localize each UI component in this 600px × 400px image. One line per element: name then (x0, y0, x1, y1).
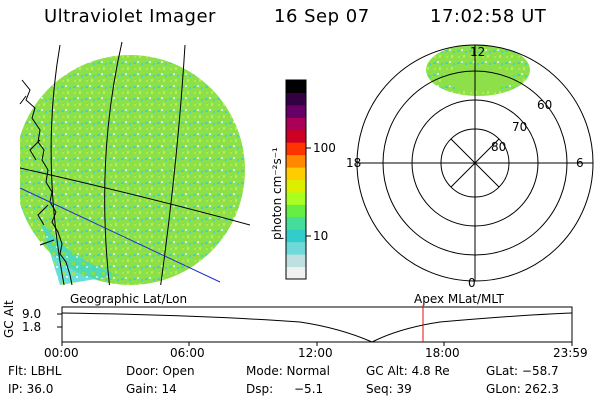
colorbar-cell (286, 204, 306, 218)
colorbar-cell (286, 80, 306, 93)
blue-track-line (19, 187, 221, 283)
polar-plot (356, 44, 594, 282)
colorbar-tick-100: 100 (313, 141, 336, 155)
colorbar-cell (286, 241, 306, 255)
colorbar (285, 79, 311, 280)
time-tick-0000: 00:00 (44, 346, 79, 360)
colorbar-cell (286, 154, 306, 168)
geographic-label: Geographic Lat/Lon (70, 292, 188, 306)
geographic-grid (20, 41, 250, 285)
colorbar-cell (286, 129, 306, 143)
colorbar-cell (286, 167, 306, 180)
info-gc-alt: GC Alt: 4.8 Re (366, 364, 450, 378)
info-filter: Flt: LBHL (8, 364, 62, 378)
colorbar-cell (286, 104, 306, 118)
time-tick-0600: 06:00 (170, 346, 205, 360)
colorbar-cell (286, 266, 306, 280)
time-tick-1200: 12:00 (298, 346, 333, 360)
polar-label-18: 18 (346, 156, 362, 170)
colorbar-cell (286, 216, 306, 230)
polar-label-60: 60 (537, 98, 553, 112)
polar-label-12: 12 (470, 45, 486, 59)
colorbar-cell (286, 179, 306, 193)
polar-label-0: 0 (468, 276, 476, 290)
altitude-plot (57, 305, 573, 346)
colorbar-cell (286, 254, 306, 268)
polar-label-80: 80 (491, 140, 507, 154)
app-title: Ultraviolet Imager (44, 6, 216, 27)
altitude-curve (61, 312, 573, 343)
info-mode: Mode: Normal (246, 364, 330, 378)
info-glat: GLat: −58.7 (486, 364, 559, 378)
info-ip: IP: 36.0 (8, 382, 54, 396)
alt-tick-9: 9.0 (22, 307, 42, 321)
colorbar-cell (286, 191, 306, 205)
polar-label-70: 70 (512, 120, 528, 134)
colorbar-tick-10: 10 (313, 229, 329, 243)
colorbar-cell (286, 142, 306, 156)
info-glon: GLon: 262.3 (486, 382, 559, 396)
earth-image (19, 41, 250, 286)
info-gain: Gain: 14 (126, 382, 177, 396)
info-seq: Seq: 39 (366, 382, 412, 396)
colorbar-cell (286, 92, 306, 106)
info-door: Door: Open (126, 364, 195, 378)
colorbar-cell (286, 117, 306, 131)
coastline (19, 79, 73, 286)
time-tick-1800: 18:00 (425, 346, 460, 360)
time-label: 17:02:58 UT (430, 6, 547, 27)
apex-label: Apex MLat/MLT (414, 292, 504, 306)
time-tick-2359: 23:59 (553, 346, 588, 360)
date-label: 16 Sep 07 (274, 6, 370, 27)
gc-alt-axis-label: GC Alt (2, 300, 16, 338)
polar-label-6: 6 (576, 156, 584, 170)
info-dsp-value: −5.1 (294, 382, 324, 396)
info-dsp-label: Dsp: (246, 382, 274, 396)
colorbar-cell (286, 229, 306, 243)
alt-tick-1-8: 1.8 (22, 320, 42, 334)
colorbar-unit-label: photon cm⁻²s⁻¹ (270, 147, 284, 240)
